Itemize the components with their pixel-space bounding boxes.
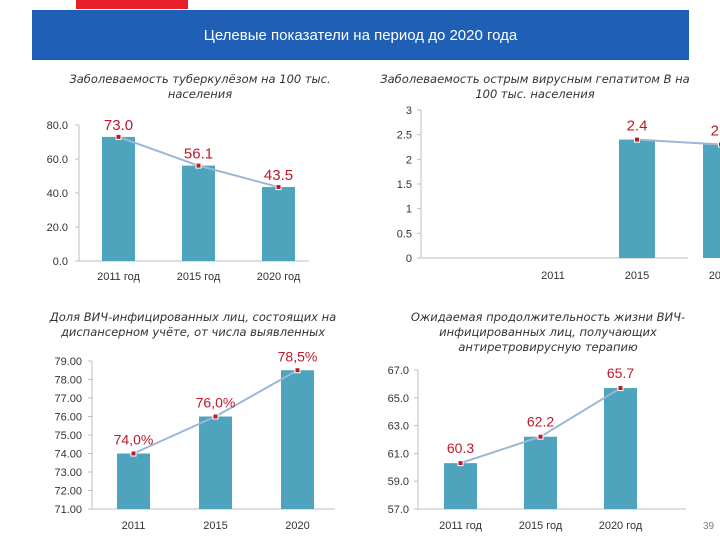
page-number: 39: [703, 521, 715, 532]
bar: [444, 463, 477, 509]
y-tick-label: 76.00: [54, 412, 82, 424]
bar: [262, 187, 295, 261]
y-tick-label: 2.5: [397, 130, 412, 142]
y-tick-label: 0.5: [397, 228, 412, 240]
data-label: 2.3: [711, 123, 720, 140]
bar: [102, 136, 135, 261]
category-label: 2020: [285, 520, 309, 532]
data-label: 62.2: [527, 414, 554, 430]
category-label: 2020 год: [257, 271, 301, 283]
category-label: 2015 год: [519, 520, 563, 532]
data-label: 60.3: [447, 440, 474, 456]
bar: [117, 453, 150, 509]
chart-4-title: Ожидаемая продолжительность жизни ВИЧ-ин…: [410, 310, 686, 354]
y-tick-label: 2: [406, 154, 412, 166]
y-tick-label: 77.00: [54, 393, 82, 405]
category-label: 2015: [203, 520, 227, 532]
y-tick-label: 1: [406, 204, 412, 216]
y-tick-label: 74.00: [54, 449, 82, 461]
data-point-marker: [212, 413, 219, 420]
bar: [199, 416, 232, 509]
category-label: 2015: [625, 270, 649, 282]
y-tick-label: 3: [406, 105, 412, 117]
data-label: 76,0%: [196, 395, 236, 411]
chart-2-title: Заболеваемость острым вирусным гепатитом…: [380, 72, 690, 101]
data-point-marker: [130, 450, 137, 457]
chart-3-title: Доля ВИЧ-инфицированных лиц, состоящих н…: [49, 310, 337, 339]
data-label: 2.4: [627, 118, 648, 135]
category-label: 2011 год: [439, 520, 482, 532]
data-label: 43.5: [264, 167, 293, 184]
y-tick-label: 1.5: [397, 179, 412, 191]
accent-bar: [76, 0, 188, 9]
bar: [524, 436, 557, 509]
bar: [182, 165, 215, 261]
data-point-marker: [718, 141, 720, 148]
category-label: 2011: [122, 520, 146, 532]
bar: [281, 370, 314, 509]
page-title: Целевые показатели на период до 2020 год…: [32, 10, 689, 60]
y-tick-label: 60.0: [47, 154, 68, 166]
category-label: 2020 год: [599, 520, 643, 532]
y-tick-label: 20.0: [47, 222, 68, 234]
data-label: 74,0%: [114, 432, 154, 448]
data-point-marker: [457, 460, 464, 467]
y-tick-label: 72.00: [54, 486, 82, 498]
data-label: 78,5%: [278, 348, 318, 364]
y-tick-label: 59.0: [388, 476, 409, 488]
trend-line: [636, 138, 720, 146]
data-point-marker: [195, 162, 202, 169]
data-point-marker: [294, 367, 301, 374]
y-tick-label: 67.0: [388, 365, 409, 377]
y-tick-label: 0.0: [53, 256, 68, 268]
y-tick-label: 75.00: [54, 430, 82, 442]
y-tick-label: 57.0: [388, 504, 409, 516]
category-label: 2020: [709, 270, 720, 282]
y-tick-label: 79.00: [54, 356, 82, 368]
chart-1-title: Заболеваемость туберкулёзом на 100 тыс. …: [69, 72, 331, 101]
y-tick-label: 65.0: [388, 393, 409, 405]
y-tick-label: 78.00: [54, 375, 82, 387]
data-point-marker: [275, 184, 282, 191]
y-tick-label: 0: [406, 253, 412, 265]
data-label: 56.1: [184, 146, 213, 163]
y-tick-label: 80.0: [47, 120, 68, 132]
y-tick-label: 40.0: [47, 188, 68, 200]
category-label: 2011: [541, 270, 565, 282]
data-point-marker: [537, 433, 544, 440]
data-point-marker: [634, 136, 640, 143]
data-point-marker: [115, 133, 122, 140]
bar: [619, 139, 655, 258]
data-point-marker: [617, 385, 624, 392]
y-tick-label: 63.0: [388, 421, 409, 433]
data-label: 65.7: [607, 365, 634, 381]
y-tick-label: 71.00: [54, 504, 82, 516]
bar: [604, 388, 637, 509]
category-label: 2011 год: [97, 271, 140, 283]
y-tick-label: 73.00: [54, 467, 82, 479]
y-tick-label: 61.0: [388, 448, 409, 460]
category-label: 2015 год: [177, 271, 221, 283]
bar: [703, 144, 720, 258]
data-label: 73.0: [104, 117, 133, 134]
